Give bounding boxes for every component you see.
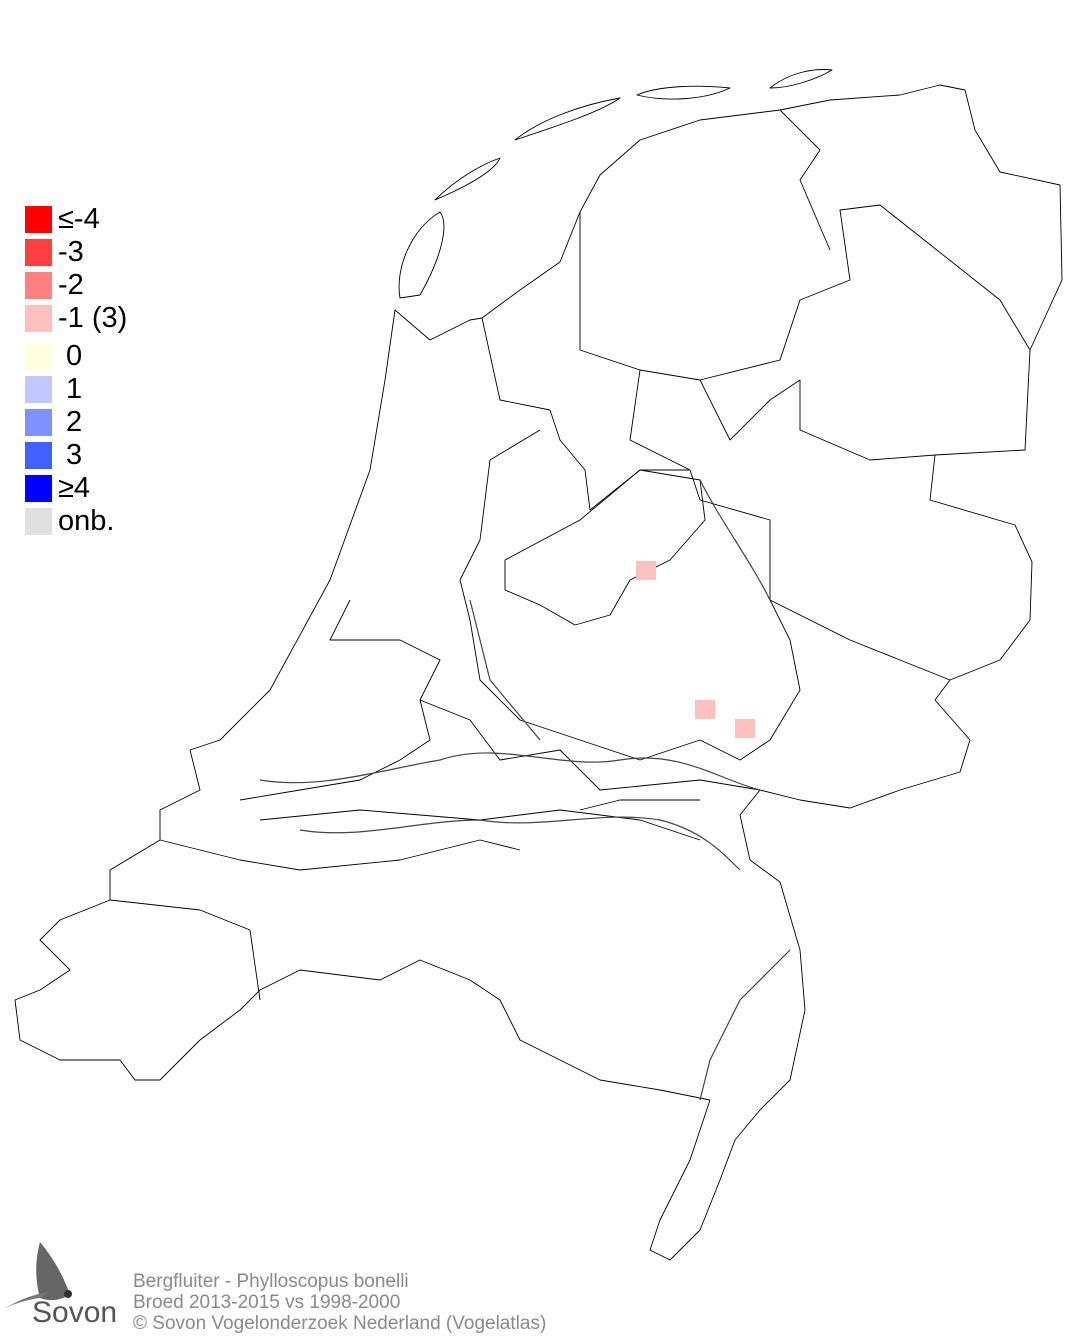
rivers (259, 479, 791, 1101)
legend-label: 0 (58, 340, 83, 372)
legend-label: -2 (58, 269, 84, 301)
legend-item: -3 (25, 236, 84, 268)
cell-change--1 (735, 719, 755, 738)
legend-label: 1 (58, 373, 83, 405)
legend-label: onb. (58, 505, 115, 537)
legend-item: onb. (25, 505, 115, 537)
legend-item: 1 (25, 373, 83, 405)
sovon-swallow-logo-icon (2, 1242, 72, 1310)
legend-swatch (25, 342, 52, 370)
schiermonnikoog-island (769, 69, 833, 89)
cell-change--1 (636, 561, 656, 580)
legend-swatch (25, 271, 52, 299)
legend-swatch (25, 304, 52, 332)
terschelling-island (514, 97, 621, 141)
legend-label: 3 (58, 439, 83, 471)
copyright: © Sovon Vogelonderzoek Nederland (Vogela… (133, 1313, 547, 1334)
flevoland-outline (504, 469, 706, 626)
legend-item: 2 (25, 406, 83, 438)
legend-item: 3 (25, 439, 83, 471)
legend-swatch (25, 441, 52, 469)
legend-label: -1 (3) (58, 302, 128, 334)
legend-swatch (25, 205, 52, 233)
legend-item: -2 (25, 269, 84, 301)
legend-item: ≤-4 (25, 203, 100, 235)
texel-island (398, 211, 445, 299)
ameland-island (636, 85, 731, 100)
species-title: Bergfluiter - Phylloscopus bonelli (133, 1271, 409, 1292)
legend-swatch (25, 507, 52, 535)
mainland-outline (14, 84, 1063, 1261)
vlieland-island (434, 157, 501, 201)
legend-label: 2 (58, 406, 83, 438)
legend-item: -1 (3) (25, 302, 128, 334)
legend-label: ≤-4 (58, 203, 100, 235)
legend-label: -3 (58, 236, 84, 268)
internal-borders (109, 109, 1031, 1001)
legend-swatch (25, 238, 52, 266)
legend-swatch (25, 375, 52, 403)
legend-item: ≥4 (25, 472, 91, 504)
legend-swatch (25, 408, 52, 436)
map-cells (636, 561, 755, 738)
map-caption: Bergfluiter - Phylloscopus bonelli Broed… (133, 1271, 546, 1334)
legend-label: ≥4 (58, 472, 91, 504)
legend-swatch (25, 474, 52, 502)
logo-text: Sovon (32, 1296, 118, 1329)
period-subtitle: Broed 2013-2015 vs 1998-2000 (133, 1292, 401, 1313)
legend-item: 0 (25, 340, 83, 372)
cell-change--1 (695, 700, 715, 719)
